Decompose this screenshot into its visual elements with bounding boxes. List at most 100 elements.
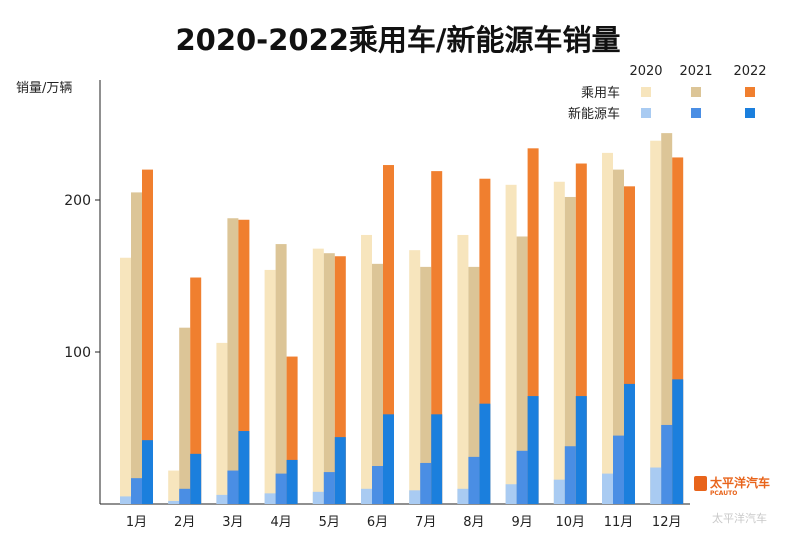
pcauto-logo-icon bbox=[694, 476, 707, 491]
legend-year-label: 2021 bbox=[679, 64, 712, 79]
y-tick-label: 200 bbox=[64, 193, 91, 209]
bar-group bbox=[120, 169, 153, 504]
bar-passenger-2022 bbox=[286, 356, 298, 504]
bar-group bbox=[361, 165, 394, 505]
bar-nev-2021 bbox=[372, 466, 383, 504]
bar-nev-2021 bbox=[131, 478, 142, 504]
bar-passenger-2020 bbox=[505, 184, 517, 505]
bar-passenger-2020 bbox=[312, 248, 324, 504]
bar-nev-2022 bbox=[672, 379, 684, 504]
bar-passenger-2021 bbox=[661, 133, 673, 504]
legend-swatch bbox=[691, 87, 701, 97]
bar-nev-2020 bbox=[168, 500, 180, 504]
bar-passenger-2021 bbox=[227, 218, 239, 505]
x-tick-label: 11月 bbox=[604, 515, 634, 530]
bar-nev-2022 bbox=[624, 383, 635, 504]
bar-nev-2021 bbox=[323, 472, 335, 504]
bar-passenger-2021 bbox=[468, 266, 480, 504]
bar-nev-2020 bbox=[650, 467, 662, 504]
bar-passenger-2021 bbox=[275, 244, 287, 504]
bar-nev-2020 bbox=[264, 493, 276, 504]
bar-nev-2020 bbox=[553, 479, 565, 504]
bar-nev-2020 bbox=[312, 491, 324, 504]
bar-group bbox=[168, 277, 202, 504]
bar-passenger-2022 bbox=[190, 277, 202, 504]
bar-passenger-2021 bbox=[613, 169, 624, 504]
bar-group bbox=[457, 178, 491, 504]
chart-title: 2020-2022乘用车/新能源车销量 bbox=[175, 23, 620, 57]
bar-passenger-2021 bbox=[516, 236, 528, 505]
bar-nev-2020 bbox=[216, 494, 228, 504]
bar-nev-2022 bbox=[431, 414, 443, 504]
bar-passenger-2022 bbox=[479, 178, 491, 504]
bar-passenger-2020 bbox=[361, 234, 372, 504]
x-tick-label: 9月 bbox=[511, 515, 532, 530]
bar-passenger-2020 bbox=[457, 234, 469, 504]
legend-swatch bbox=[641, 87, 651, 97]
bar-group bbox=[264, 244, 298, 504]
bar-passenger-2022 bbox=[624, 186, 635, 504]
bar-passenger-2022 bbox=[334, 256, 346, 504]
x-axis: 1月 2月 3月 4月 5月 6月 7月 8月 9月 10月 11月 12月 bbox=[126, 515, 682, 530]
pcauto-logo: 太平洋汽车 PCAUTO bbox=[694, 475, 770, 497]
watermark-text: 太平洋汽车 bbox=[712, 511, 767, 525]
bar-passenger-2022 bbox=[672, 157, 684, 504]
bar-group bbox=[505, 148, 539, 505]
bars bbox=[120, 133, 684, 505]
bar-nev-2021 bbox=[420, 462, 432, 504]
bar-nev-2022 bbox=[383, 414, 394, 504]
bar-nev-2020 bbox=[120, 496, 131, 504]
bar-passenger-2022 bbox=[238, 219, 250, 504]
legend-group-label: 乘用车 bbox=[581, 85, 620, 101]
bar-nev-2020 bbox=[409, 490, 421, 504]
bar-nev-2022 bbox=[142, 440, 153, 504]
bar-nev-2020 bbox=[457, 488, 469, 504]
bar-group bbox=[312, 248, 346, 504]
bar-group bbox=[216, 218, 250, 505]
x-tick-label: 3月 bbox=[222, 515, 243, 530]
bar-nev-2022 bbox=[190, 453, 202, 504]
y-axis-label: 销量/万辆 bbox=[16, 81, 72, 96]
bar-passenger-2022 bbox=[527, 148, 539, 504]
bar-nev-2021 bbox=[227, 470, 239, 504]
bar-nev-2021 bbox=[613, 435, 624, 504]
legend-year-label: 2022 bbox=[733, 64, 766, 79]
bar-passenger-2022 bbox=[575, 163, 587, 504]
watermark: 太平洋汽车 bbox=[712, 511, 767, 525]
bar-nev-2021 bbox=[179, 488, 191, 504]
bar-nev-2021 bbox=[661, 424, 673, 504]
legend-swatch bbox=[641, 108, 651, 118]
bar-passenger-2021 bbox=[420, 266, 432, 504]
bar-nev-2021 bbox=[564, 446, 576, 504]
legend-swatch bbox=[745, 87, 755, 97]
bar-passenger-2020 bbox=[264, 269, 276, 504]
bar-passenger-2022 bbox=[142, 169, 153, 504]
x-tick-label: 2月 bbox=[174, 515, 195, 530]
x-tick-label: 12月 bbox=[652, 515, 682, 530]
bar-passenger-2021 bbox=[131, 192, 142, 504]
bar-nev-2021 bbox=[516, 450, 528, 504]
bar-nev-2022 bbox=[286, 459, 298, 504]
bar-group bbox=[409, 171, 443, 504]
bar-nev-2020 bbox=[505, 484, 517, 504]
bar-passenger-2020 bbox=[120, 257, 131, 504]
x-tick-label: 6月 bbox=[367, 515, 388, 530]
bar-passenger-2022 bbox=[431, 171, 443, 504]
bar-passenger-2021 bbox=[564, 196, 576, 504]
x-tick-label: 10月 bbox=[556, 515, 586, 530]
bar-nev-2022 bbox=[479, 403, 491, 504]
bar-passenger-2021 bbox=[323, 253, 335, 504]
bar-nev-2022 bbox=[334, 437, 346, 504]
bar-passenger-2020 bbox=[409, 250, 421, 504]
x-tick-label: 8月 bbox=[463, 515, 484, 530]
pcauto-logo-sub: PCAUTO bbox=[710, 490, 737, 497]
legend-swatch bbox=[691, 108, 701, 118]
legend-group-label: 新能源车 bbox=[568, 106, 620, 122]
bar-nev-2022 bbox=[238, 431, 250, 504]
legend-swatch bbox=[745, 108, 755, 118]
bar-passenger-2020 bbox=[216, 342, 228, 504]
x-tick-label: 5月 bbox=[319, 515, 340, 530]
bar-passenger-2022 bbox=[383, 165, 394, 505]
pcauto-logo-text: 太平洋汽车 bbox=[710, 475, 770, 490]
